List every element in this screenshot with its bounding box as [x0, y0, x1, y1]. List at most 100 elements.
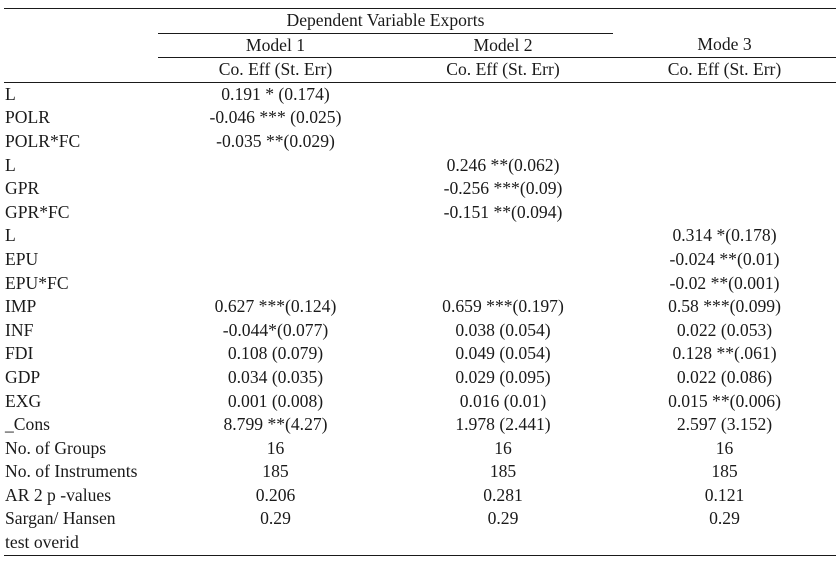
model-3-value [613, 177, 836, 201]
model-2-value [393, 82, 613, 106]
table-row: GPR*FC -0.151 **(0.094) [4, 201, 836, 225]
table-row: L 0.191 * (0.174) [4, 82, 836, 106]
table-row: GPR -0.256 ***(0.09) [4, 177, 836, 201]
table-footer-body: Sargan/ Hansen test overid 0.29 0.29 0.2… [4, 507, 837, 556]
row-label: EPU [5, 248, 39, 269]
model-3-value: 0.314 *(0.178) [672, 225, 777, 246]
model-2-value [393, 130, 613, 154]
table-body: L 0.191 * (0.174) POLR -0.046 *** (0.025) PO… [4, 82, 836, 507]
table-row: IMP 0.627 ***(0.124) 0.659 ***(0.197) 0.58 … [4, 295, 836, 319]
model-1-value: 185 [262, 461, 289, 482]
dependent-variable-heading: Dependent Variable Exports [158, 8, 614, 34]
row-label: L [5, 154, 16, 175]
model-2-value: 0.038 (0.054) [455, 319, 551, 340]
row-label: POLR [5, 107, 50, 128]
table-row: AR 2 p -values 0.206 0.281 0.121 [4, 484, 836, 508]
table-row: EPU -0.024 **(0.01) [4, 248, 836, 272]
row-label: IMP [5, 296, 37, 317]
row-label: L [5, 83, 16, 104]
model-2-value: 0.659 ***(0.197) [442, 296, 564, 317]
model-1-value: 0.29 [158, 507, 393, 556]
row-label: GPR*FC [5, 201, 70, 222]
model-3-value: 0.015 **(0.006) [668, 390, 781, 411]
table-row: L 0.246 **(0.062) [4, 154, 836, 178]
table-row: No. of Groups 16 16 16 [4, 437, 836, 461]
row-label: EPU*FC [5, 272, 69, 293]
row-label-line-2: test overid [5, 532, 79, 553]
model-2-value: 16 [494, 437, 512, 458]
row-label: FDI [5, 343, 34, 364]
table-row: GDP 0.034 (0.035) 0.029 (0.095) 0.022 (0.08… [4, 366, 836, 390]
model-3-value [613, 82, 836, 106]
header-empty-cell [4, 33, 158, 58]
model-1-value: 16 [266, 437, 285, 458]
model-3-value: 2.597 (3.152) [676, 414, 773, 435]
model-3-subheader: Co. Eff (St. Err) [613, 57, 837, 83]
model-1-value: 0.191 * (0.174) [221, 83, 330, 104]
model-1-value [158, 154, 393, 178]
model-1-value: -0.046 *** (0.025) [209, 107, 342, 128]
model-2-subheader: Co. Eff (St. Err) [393, 57, 614, 83]
model-3-value [613, 154, 836, 178]
row-label: No. of Instruments [5, 461, 138, 482]
model-3-heading: Mode 3 [613, 33, 837, 59]
header-row-dependent-variable: Dependent Variable Exports [4, 8, 837, 34]
model-3-value [613, 201, 836, 225]
model-2-value: -0.256 ***(0.09) [443, 178, 563, 199]
model-3-value: 0.29 [613, 507, 837, 556]
model-1-value [158, 272, 393, 296]
model-2-value [393, 106, 613, 130]
model-3-value: 0.121 [704, 484, 745, 505]
regression-results-table: Dependent Variable Exports Model 1 Model… [4, 8, 837, 556]
row-label: INF [5, 319, 34, 340]
row-label: GPR [5, 178, 40, 199]
header-empty-cell [4, 57, 158, 83]
row-label: GDP [5, 366, 41, 387]
table-row: EXG 0.001 (0.008) 0.016 (0.01) 0.015 **(0.0… [4, 390, 836, 414]
table-row: L 0.314 *(0.178) [4, 224, 836, 248]
model-1-heading: Model 1 [158, 33, 393, 59]
table-row: INF -0.044*(0.077) 0.038 (0.054) 0.022 (0.0… [4, 319, 836, 343]
header-empty-cell [613, 8, 837, 34]
model-2-value: 0.281 [483, 484, 523, 505]
row-label: L [5, 225, 16, 246]
model-3-value: 0.022 (0.086) [676, 366, 773, 387]
model-3-value [613, 130, 836, 154]
row-label-line-1: Sargan/ Hansen [5, 508, 116, 529]
table-row: POLR -0.046 *** (0.025) [4, 106, 836, 130]
model-1-value: 0.108 (0.079) [227, 343, 324, 364]
model-2-value: 0.29 [393, 507, 614, 556]
model-1-subheader: Co. Eff (St. Err) [158, 57, 393, 83]
model-2-value: -0.151 **(0.094) [443, 201, 563, 222]
model-2-heading: Model 2 [393, 33, 614, 59]
header-row-subheader: Co. Eff (St. Err) Co. Eff (St. Err) Co. … [4, 57, 837, 83]
model-3-value: -0.024 **(0.01) [669, 248, 780, 269]
model-1-value [158, 224, 393, 248]
table-row: POLR*FC -0.035 **(0.029) [4, 130, 836, 154]
model-1-value: 0.001 (0.008) [227, 390, 324, 411]
header-row-models: Model 1 Model 2 Mode 3 [4, 33, 837, 59]
model-3-value: 0.128 **(.061) [672, 343, 777, 364]
table-row: FDI 0.108 (0.079) 0.049 (0.054) 0.128 **(.0… [4, 342, 836, 366]
model-2-value [393, 272, 613, 296]
model-2-value: 0.016 (0.01) [459, 390, 547, 411]
model-1-value: -0.035 **(0.029) [216, 130, 335, 151]
model-2-value: 0.029 (0.095) [455, 366, 551, 387]
model-2-value: 0.049 (0.054) [455, 343, 551, 364]
model-2-value: 185 [489, 461, 517, 482]
table-row: EPU*FC -0.02 **(0.001) [4, 272, 836, 296]
row-label: POLR*FC [5, 130, 81, 151]
model-1-value: 8.799 **(4.27) [223, 414, 328, 435]
model-1-value: 0.034 (0.035) [227, 366, 324, 387]
model-3-value: 0.022 (0.053) [676, 319, 773, 340]
model-1-value [158, 177, 393, 201]
row-label: AR 2 p -values [5, 484, 112, 505]
model-3-value [613, 106, 836, 130]
model-3-value: 185 [711, 461, 738, 482]
header-empty-cell [4, 8, 158, 34]
table-row-sargan-hansen: Sargan/ Hansen test overid 0.29 0.29 0.2… [4, 507, 837, 556]
model-1-value: 0.627 ***(0.124) [214, 296, 337, 317]
model-1-value: -0.044*(0.077) [222, 319, 329, 340]
model-2-value: 1.978 (2.441) [455, 414, 551, 435]
